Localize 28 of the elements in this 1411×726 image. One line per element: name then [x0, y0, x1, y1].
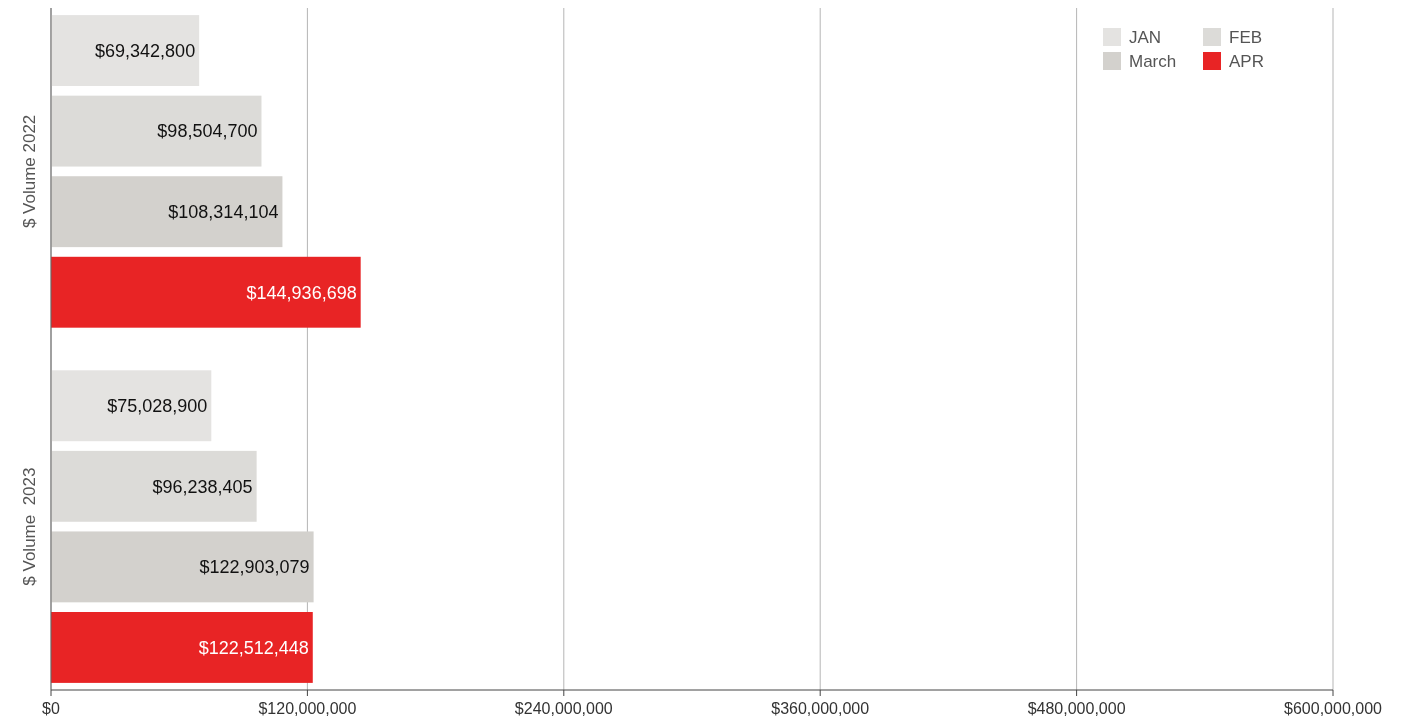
bar: [51, 95, 262, 167]
data-label: $122,512,448: [198, 637, 309, 658]
bar: [51, 176, 283, 248]
legend-label: JAN: [1129, 27, 1162, 47]
legend-label: March: [1129, 51, 1177, 71]
data-label: $144,936,698: [246, 282, 357, 303]
bar: [51, 370, 212, 442]
x-tick-label: $240,000,000: [514, 700, 613, 717]
x-tick-label: $120,000,000: [258, 700, 357, 717]
bar: [51, 15, 200, 86]
bar: [51, 450, 257, 522]
y-tick-label: $ Volume 2023: [19, 467, 39, 586]
x-tick-label: $480,000,000: [1027, 700, 1126, 717]
y-tick-label: $ Volume 2022: [19, 114, 39, 229]
data-label: $75,028,900: [107, 396, 208, 417]
x-tick-label: $600,000,000: [1284, 700, 1383, 717]
legend-label: FEB: [1229, 27, 1263, 47]
data-label: $122,903,079: [199, 557, 310, 578]
data-label: $69,342,800: [95, 40, 196, 61]
legend-label: APR: [1229, 51, 1264, 71]
data-label: $96,238,405: [152, 476, 253, 497]
bar: [51, 256, 361, 328]
data-label: $108,314,104: [168, 201, 279, 222]
data-label: $98,504,700: [157, 121, 258, 142]
bar: [51, 531, 314, 603]
x-tick-label: $360,000,000: [771, 700, 870, 717]
bar: [51, 612, 313, 683]
x-tick-label: $0: [42, 700, 60, 717]
